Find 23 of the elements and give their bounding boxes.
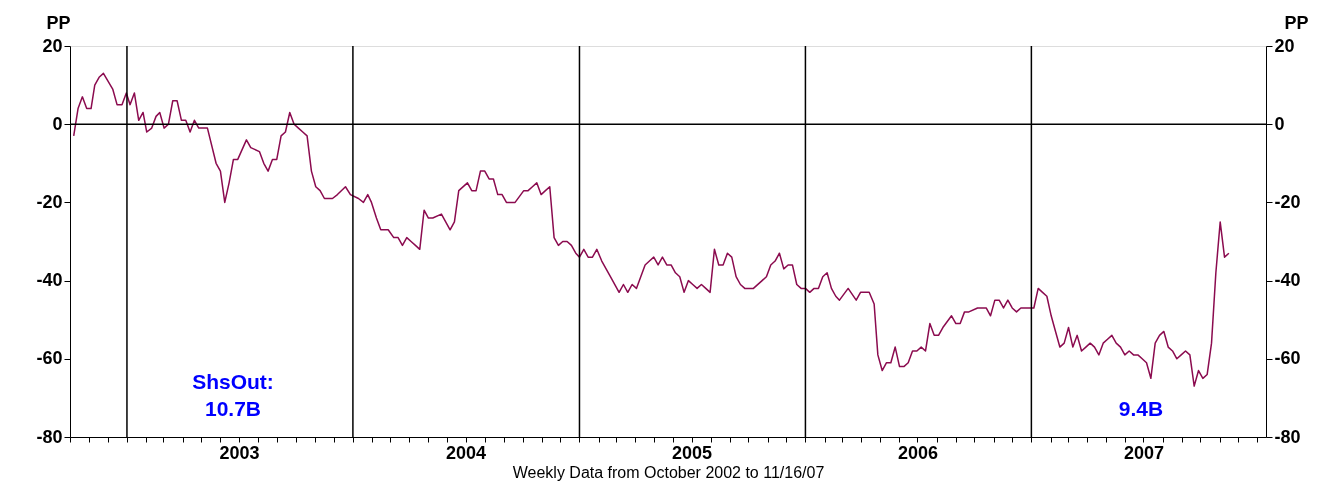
y2-tick-label: -40 <box>1274 270 1301 291</box>
y-axis-title: PP <box>46 12 71 33</box>
y2-tick-label: -20 <box>1274 191 1301 212</box>
y-tick-label: 0 <box>52 113 63 134</box>
x-axis-title: Weekly Data from October 2002 to 11/16/07 <box>512 463 825 481</box>
x-tick-label: 2004 <box>446 442 487 463</box>
x-tick-label: 2006 <box>897 442 938 463</box>
y-tick-label: 20 <box>42 35 63 56</box>
y2-tick-label: -80 <box>1274 426 1301 447</box>
x-tick-label: 2007 <box>1123 442 1164 463</box>
annotation: 9.4B <box>1118 397 1164 420</box>
x-tick-label: 2003 <box>219 442 260 463</box>
y-tick-label: -80 <box>36 426 63 447</box>
y2-tick-label: 0 <box>1274 113 1285 134</box>
y2-tick-label: -60 <box>1274 348 1301 369</box>
y2-axis-title: PP <box>1284 12 1309 33</box>
annotation: ShsOut: 10.7B <box>192 370 274 420</box>
x-tick-label: 2005 <box>672 442 713 463</box>
line-series <box>72 72 1230 387</box>
y-tick-label: -20 <box>36 191 63 212</box>
y-tick-label: -40 <box>36 270 63 291</box>
y-tick-label: -60 <box>36 348 63 369</box>
y2-tick-label: 20 <box>1274 35 1295 56</box>
